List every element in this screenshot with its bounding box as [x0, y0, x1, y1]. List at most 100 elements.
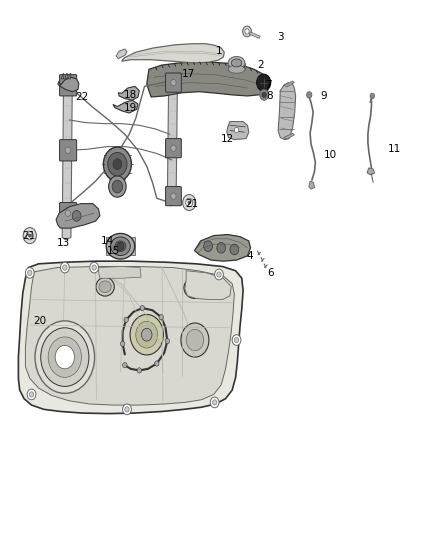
Polygon shape: [284, 81, 294, 87]
Circle shape: [112, 180, 123, 193]
Circle shape: [72, 211, 81, 221]
Polygon shape: [284, 133, 294, 139]
Circle shape: [257, 74, 271, 91]
Circle shape: [103, 147, 131, 181]
Text: 8: 8: [266, 91, 273, 101]
Ellipse shape: [188, 281, 202, 295]
Circle shape: [90, 262, 99, 273]
Polygon shape: [249, 32, 260, 38]
FancyBboxPatch shape: [166, 187, 181, 206]
Circle shape: [234, 127, 239, 133]
Ellipse shape: [228, 56, 245, 69]
Text: 21: 21: [22, 231, 35, 240]
Circle shape: [63, 265, 67, 270]
Circle shape: [120, 341, 125, 346]
Text: 21: 21: [185, 199, 198, 208]
Circle shape: [183, 195, 196, 211]
Circle shape: [159, 314, 163, 320]
Circle shape: [28, 270, 32, 276]
Circle shape: [245, 29, 249, 34]
Circle shape: [48, 337, 81, 377]
Circle shape: [370, 93, 374, 99]
FancyBboxPatch shape: [166, 139, 181, 158]
Circle shape: [171, 193, 176, 199]
Polygon shape: [367, 168, 374, 175]
Circle shape: [130, 314, 163, 355]
Polygon shape: [167, 79, 177, 206]
Circle shape: [108, 152, 127, 176]
Polygon shape: [185, 271, 231, 300]
Text: 15: 15: [106, 246, 120, 255]
Circle shape: [171, 145, 176, 151]
Text: 13: 13: [57, 238, 70, 247]
FancyBboxPatch shape: [60, 140, 77, 161]
Polygon shape: [113, 100, 138, 113]
Polygon shape: [68, 74, 71, 79]
Circle shape: [137, 368, 141, 373]
Polygon shape: [147, 62, 269, 97]
Polygon shape: [25, 266, 234, 405]
Ellipse shape: [99, 281, 111, 293]
Ellipse shape: [110, 237, 131, 255]
Circle shape: [204, 241, 212, 252]
Text: 10: 10: [324, 150, 337, 159]
Text: 11: 11: [388, 144, 401, 154]
Circle shape: [210, 397, 219, 408]
Circle shape: [25, 268, 34, 278]
Text: 6: 6: [267, 268, 274, 278]
Polygon shape: [116, 49, 127, 59]
FancyBboxPatch shape: [60, 203, 77, 224]
Polygon shape: [118, 86, 139, 100]
Circle shape: [141, 328, 152, 341]
Circle shape: [215, 269, 223, 280]
Circle shape: [41, 328, 89, 386]
Polygon shape: [99, 266, 141, 278]
Circle shape: [55, 345, 74, 369]
FancyBboxPatch shape: [166, 73, 181, 92]
Polygon shape: [122, 44, 224, 63]
Polygon shape: [56, 204, 100, 228]
Circle shape: [65, 82, 71, 88]
Circle shape: [186, 329, 204, 351]
Circle shape: [29, 392, 34, 397]
Circle shape: [212, 400, 217, 405]
Circle shape: [217, 243, 226, 253]
Circle shape: [155, 361, 159, 366]
Text: 22: 22: [76, 92, 89, 102]
Circle shape: [35, 321, 95, 393]
Polygon shape: [309, 181, 314, 189]
Ellipse shape: [96, 277, 114, 296]
FancyBboxPatch shape: [60, 75, 77, 96]
Circle shape: [65, 147, 71, 154]
Circle shape: [136, 321, 158, 348]
Circle shape: [165, 338, 170, 344]
Ellipse shape: [184, 277, 206, 298]
Circle shape: [186, 198, 193, 207]
Text: 9: 9: [321, 91, 328, 101]
Circle shape: [188, 201, 191, 204]
Circle shape: [190, 281, 200, 294]
Circle shape: [262, 92, 266, 98]
Circle shape: [92, 265, 96, 270]
Polygon shape: [58, 77, 79, 92]
Ellipse shape: [231, 59, 242, 67]
Polygon shape: [62, 83, 72, 240]
Ellipse shape: [228, 66, 245, 74]
Circle shape: [65, 210, 71, 216]
Text: 12: 12: [221, 134, 234, 143]
Text: 4: 4: [246, 251, 253, 261]
Circle shape: [171, 79, 176, 86]
Circle shape: [124, 317, 128, 322]
Circle shape: [27, 389, 36, 400]
Circle shape: [140, 305, 145, 311]
Circle shape: [230, 244, 239, 255]
Circle shape: [60, 262, 69, 273]
Circle shape: [125, 407, 129, 412]
Circle shape: [123, 362, 127, 368]
Circle shape: [109, 176, 126, 197]
Polygon shape: [61, 74, 64, 79]
Polygon shape: [106, 237, 135, 255]
Circle shape: [307, 92, 312, 98]
Circle shape: [113, 159, 122, 169]
Ellipse shape: [106, 233, 135, 259]
